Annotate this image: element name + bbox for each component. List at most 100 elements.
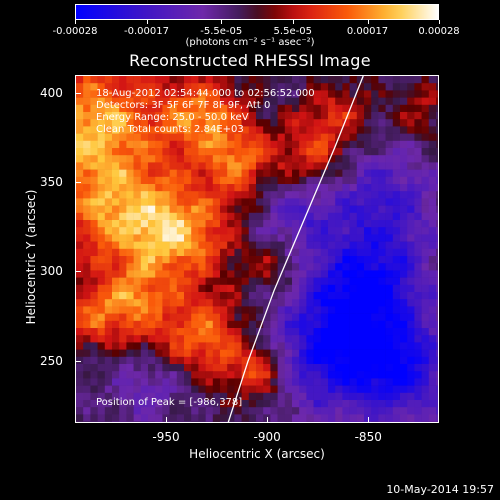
heatmap-cell bbox=[364, 385, 372, 394]
heatmap-cell bbox=[227, 119, 235, 127]
heatmap-cell bbox=[184, 191, 192, 199]
heatmap-cell bbox=[328, 328, 336, 336]
heatmap-cell bbox=[184, 335, 192, 343]
heatmap-cell bbox=[277, 241, 286, 250]
heatmap-cell bbox=[241, 76, 250, 84]
heatmap-cell bbox=[263, 400, 271, 408]
heatmap-cell bbox=[428, 378, 437, 386]
heatmap-cell bbox=[140, 421, 149, 422]
heatmap-cell bbox=[220, 407, 228, 415]
heatmap-cell bbox=[299, 241, 307, 250]
heatmap-cell bbox=[119, 335, 127, 343]
heatmap-cell bbox=[328, 270, 336, 278]
heatmap-cell bbox=[184, 284, 192, 293]
heatmap-cell bbox=[263, 83, 271, 91]
heatmap-cell bbox=[155, 277, 163, 286]
heatmap-cell bbox=[436, 176, 438, 185]
heatmap-cell bbox=[263, 155, 271, 163]
heatmap-cell bbox=[112, 148, 120, 156]
heatmap-cell bbox=[162, 306, 170, 314]
heatmap-cell bbox=[234, 263, 242, 271]
heatmap-cell bbox=[155, 205, 163, 214]
heatmap-cell bbox=[414, 140, 422, 149]
heatmap-cell bbox=[385, 241, 394, 250]
heatmap-cell bbox=[349, 133, 358, 142]
heatmap-cell bbox=[349, 414, 358, 422]
heatmap-cell bbox=[191, 349, 199, 358]
heatmap-cell bbox=[306, 270, 314, 278]
heatmap-cell bbox=[385, 76, 394, 84]
heatmap-cell bbox=[356, 191, 365, 199]
heatmap-cell bbox=[328, 241, 336, 250]
heatmap-cell bbox=[90, 140, 98, 149]
heatmap-cell bbox=[356, 220, 365, 228]
heatmap-cell bbox=[378, 277, 386, 286]
heatmap-cell bbox=[76, 392, 84, 401]
heatmap-cell bbox=[241, 205, 250, 214]
heatmap-cell bbox=[364, 241, 372, 250]
heatmap-cell bbox=[342, 342, 350, 350]
heatmap-cell bbox=[162, 385, 170, 394]
heatmap-cell bbox=[112, 306, 120, 314]
heatmap-cell bbox=[227, 241, 235, 250]
heatmap-cell bbox=[356, 313, 365, 322]
heatmap-cell bbox=[392, 313, 401, 322]
heatmap-cell bbox=[162, 155, 170, 163]
heatmap-cell bbox=[184, 119, 192, 127]
heatmap-cell bbox=[184, 263, 192, 271]
heatmap-cell bbox=[83, 306, 91, 314]
heatmap-cell bbox=[421, 234, 430, 242]
heatmap-cell bbox=[148, 169, 156, 178]
heatmap-cell bbox=[306, 241, 314, 250]
heatmap-cell bbox=[392, 400, 401, 408]
heatmap-cell bbox=[126, 126, 134, 134]
heatmap-cell bbox=[284, 248, 293, 257]
heatmap-cell bbox=[378, 385, 386, 394]
heatmap-cell bbox=[299, 328, 307, 336]
heatmap-cell bbox=[119, 263, 127, 271]
heatmap-cell bbox=[191, 284, 199, 293]
heatmap-cell bbox=[436, 241, 438, 250]
heatmap-cell bbox=[392, 392, 401, 401]
heatmap-cell bbox=[328, 407, 336, 415]
heatmap-cell bbox=[356, 104, 365, 113]
heatmap-cell bbox=[385, 198, 394, 206]
heatmap-cell bbox=[76, 256, 84, 264]
heatmap-cell bbox=[292, 112, 300, 120]
heatmap-cell bbox=[133, 169, 142, 178]
heatmap-cell bbox=[342, 155, 350, 163]
heatmap-cell bbox=[83, 335, 91, 343]
heatmap-cell bbox=[342, 378, 350, 386]
heatmap-cell bbox=[148, 277, 156, 286]
heatmap-cell bbox=[133, 378, 142, 386]
heatmap-cell bbox=[277, 191, 286, 199]
heatmap-cell bbox=[414, 270, 422, 278]
heatmap-cell bbox=[104, 400, 113, 408]
heatmap-cell bbox=[292, 349, 300, 358]
heatmap-cell bbox=[90, 191, 98, 199]
heatmap-cell bbox=[97, 335, 106, 343]
heatmap-cell bbox=[371, 342, 379, 350]
heatmap-cell bbox=[191, 104, 199, 113]
heatmap-cell bbox=[306, 248, 314, 257]
heatmap-cell bbox=[385, 349, 394, 358]
heatmap-cell bbox=[227, 126, 235, 134]
heatmap-cell bbox=[277, 392, 286, 401]
heatmap-cell bbox=[83, 220, 91, 228]
heatmap-cell bbox=[270, 414, 278, 422]
heatmap-cell bbox=[270, 328, 278, 336]
heatmap-cell bbox=[205, 227, 214, 235]
heatmap-cell bbox=[83, 349, 91, 358]
heatmap-cell bbox=[407, 414, 415, 422]
heatmap-cell bbox=[277, 400, 286, 408]
heatmap-cell bbox=[119, 256, 127, 264]
heatmap-cell bbox=[198, 162, 206, 170]
heatmap-cell bbox=[205, 234, 214, 242]
heatmap-cell bbox=[364, 292, 372, 300]
heatmap-cell bbox=[335, 176, 343, 185]
heatmap-cell bbox=[349, 277, 358, 286]
heatmap-cell bbox=[349, 148, 358, 156]
heatmap-cell bbox=[299, 299, 307, 307]
heatmap-cell bbox=[428, 385, 437, 394]
heatmap-cell bbox=[148, 212, 156, 221]
